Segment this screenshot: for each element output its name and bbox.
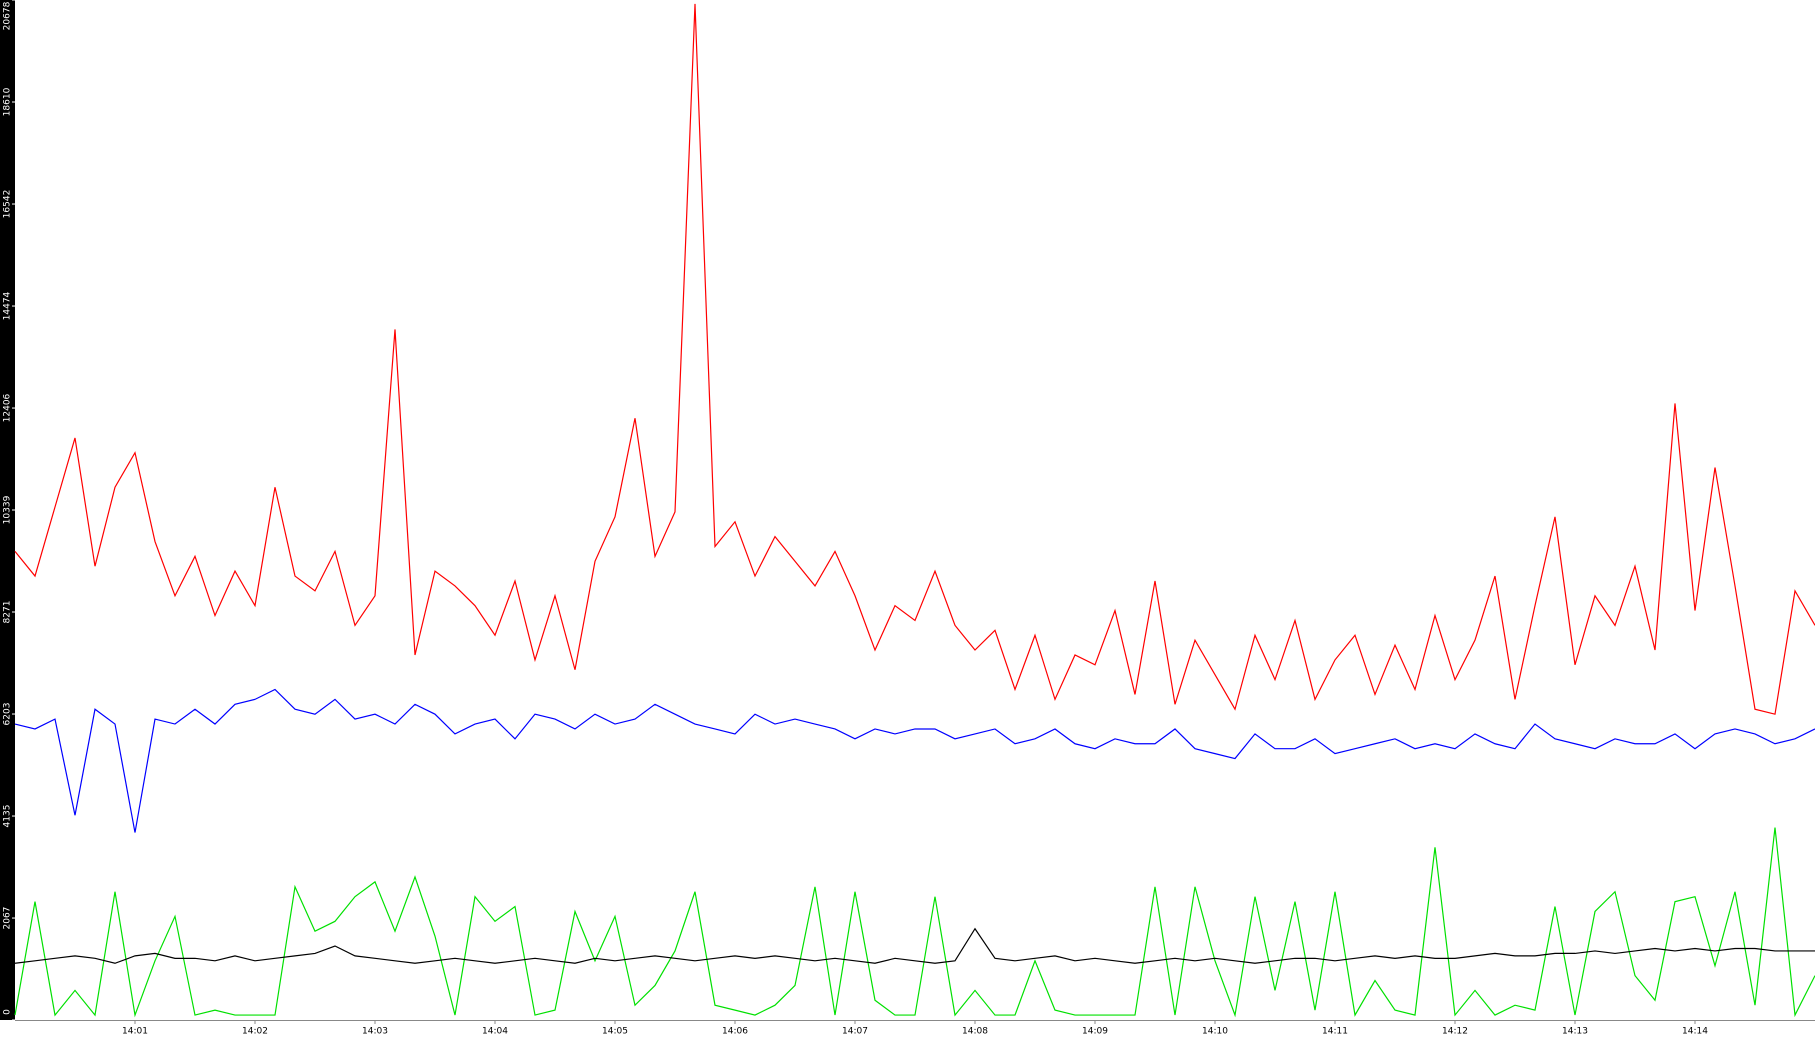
x-tick-label: 14:11	[1322, 1027, 1348, 1037]
y-tick-label: 16542	[3, 190, 13, 219]
series-line	[14, 688, 1815, 833]
x-tick-label: 14:09	[1082, 1027, 1108, 1037]
x-tick-label: 14:03	[362, 1027, 388, 1037]
y-tick-label: 4135	[3, 805, 13, 828]
x-tick-label: 14:12	[1442, 1027, 1468, 1037]
x-tick-label: 14:04	[482, 1027, 508, 1037]
y-tick-label: 0	[3, 1009, 13, 1015]
y-tick-label: 12406	[3, 393, 13, 422]
series-line	[14, 827, 1815, 1018]
series-line	[14, 927, 1815, 964]
x-tick-label: 14:02	[242, 1027, 268, 1037]
x-tick-label: 14:13	[1562, 1027, 1588, 1037]
x-tick-label: 14:06	[722, 1027, 748, 1037]
y-axis-band	[0, 0, 15, 1020]
x-tick-label: 14:08	[962, 1027, 988, 1037]
x-tick-label: 14:05	[602, 1027, 628, 1037]
x-tick-label: 14:10	[1202, 1027, 1228, 1037]
series-line	[14, 3, 1815, 715]
x-tick-label: 14:14	[1682, 1027, 1708, 1037]
y-tick-label: 18610	[3, 87, 13, 116]
y-tick-label: 8271	[3, 601, 13, 624]
x-tick-label: 14:07	[842, 1027, 868, 1037]
y-tick-label: 10339	[3, 495, 13, 524]
x-tick-label: 14:01	[122, 1027, 148, 1037]
y-tick-label: 20678	[3, 1, 13, 30]
y-tick-label: 14474	[3, 291, 13, 320]
y-tick-label: 6203	[3, 703, 13, 726]
y-tick-label: 2067	[3, 907, 13, 930]
